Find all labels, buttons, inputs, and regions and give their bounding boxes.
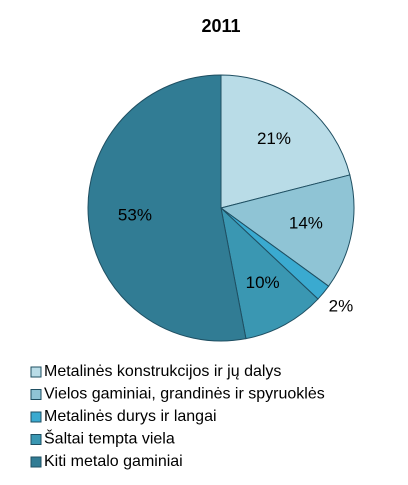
legend-label: Vielos gaminiai, grandinės ir spyruoklės [44,386,325,403]
legend-label: Šaltai tempta viela [44,429,175,448]
legend-swatch [30,366,42,378]
legend-label: Metalinės durys ir langai [44,408,217,425]
legend-swatch [30,389,42,400]
pie-slice [219,174,355,287]
data-label: 14% [289,214,323,233]
legend-swatch [30,434,42,445]
data-label: 2% [329,297,354,316]
legend-label: Metalinės konstrukcijos ir jų dalys [44,363,281,380]
chart-title: 2011 [201,16,240,36]
legend-label: Kiti metalo gaminiai [44,453,183,470]
data-label: 21% [257,129,291,148]
pie-slice [220,206,319,340]
data-label: 10% [246,273,280,292]
pie-slice [220,74,351,209]
pie-slice [87,74,247,342]
legend-swatch [30,456,42,468]
legend-swatch [30,411,42,423]
data-label: 53% [118,206,152,225]
